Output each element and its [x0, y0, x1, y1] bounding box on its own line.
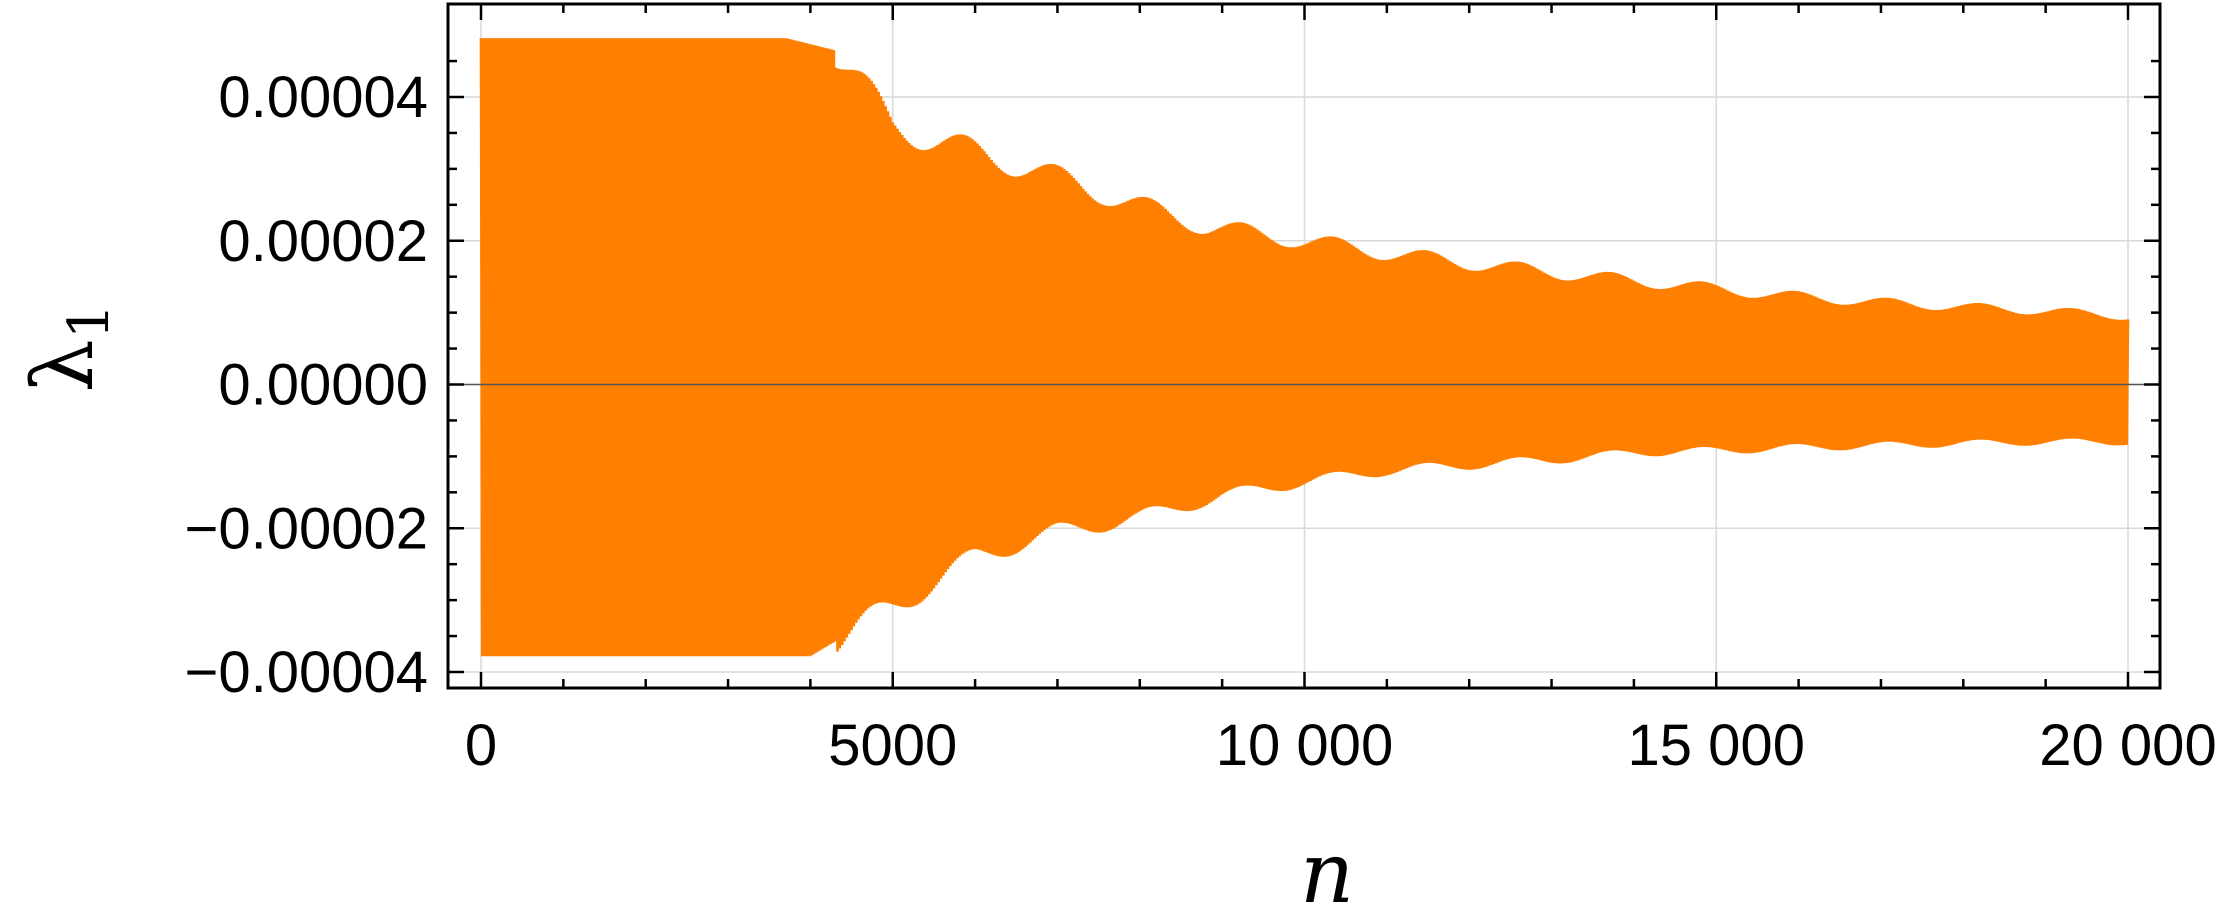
svg-text:λ1: λ1 [14, 304, 122, 393]
series-trace [479, 38, 2130, 657]
x-tick-label-1: 5000 [828, 713, 957, 778]
series-lambda1 [479, 38, 2130, 657]
y-tick-label-3: −0.00002 [184, 496, 428, 561]
x-tick-label-2: 10 000 [1216, 713, 1393, 778]
y-tick-labels: 0.00004 0.00002 0.00000 −0.00002 −0.00004 [184, 65, 428, 705]
y-axis-label-subscript: 1 [57, 304, 122, 340]
y-axis-label-symbol: λ [14, 339, 112, 392]
x-tick-label-0: 0 [465, 713, 497, 778]
y-tick-label-1: 0.00002 [218, 209, 428, 274]
y-axis-label: λ1 [14, 304, 122, 393]
x-axis-label: n [1300, 824, 1354, 922]
y-tick-label-0: 0.00004 [218, 65, 428, 130]
x-tick-label-4: 20 000 [2039, 713, 2216, 778]
axis-ticks [448, 4, 2160, 688]
x-tick-labels: 0 5000 10 000 15 000 20 000 [465, 713, 2217, 778]
y-tick-label-4: −0.00004 [184, 640, 428, 705]
y-tick-label-2: 0.00000 [218, 353, 428, 418]
x-tick-label-3: 15 000 [1628, 713, 1805, 778]
